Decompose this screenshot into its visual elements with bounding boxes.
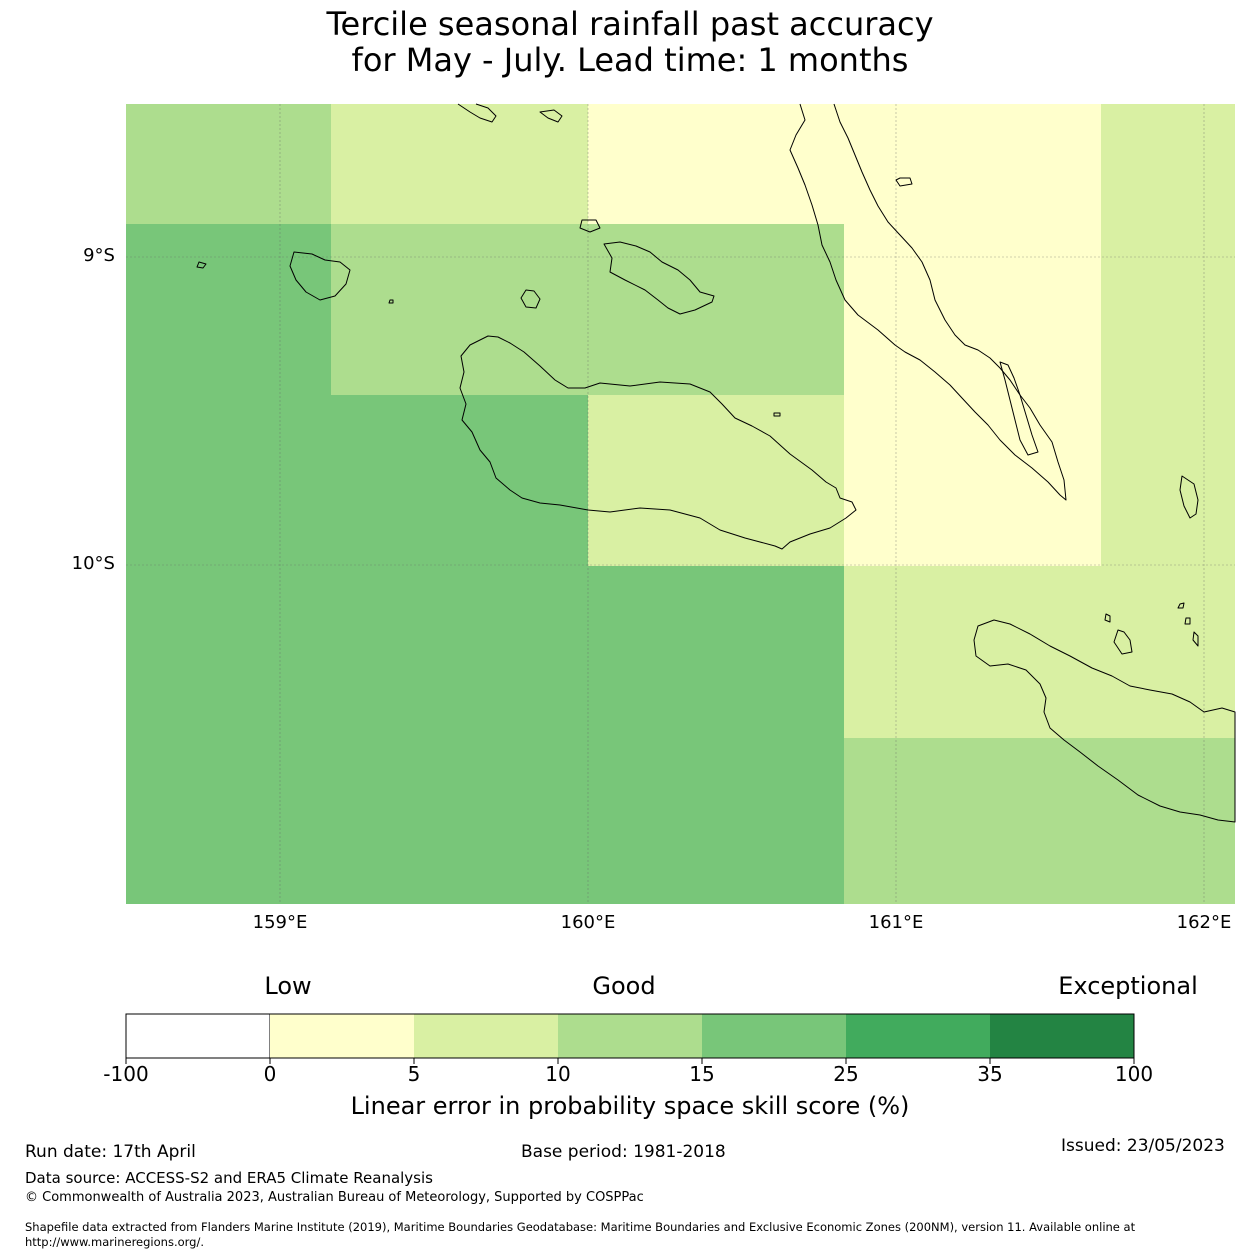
legend-category-low: Low bbox=[264, 972, 312, 1000]
coastline-isabel bbox=[457, 103, 497, 123]
title-line-2: for May - July. Lead time: 1 months bbox=[351, 41, 909, 79]
run-date: Run date: 17th April bbox=[25, 1142, 196, 1162]
shapefile-credit-line-1: Shapefile data extracted from Flanders M… bbox=[25, 1220, 1136, 1234]
coastline-islet bbox=[895, 177, 913, 187]
colorbar-tick-label: 35 bbox=[977, 1062, 1003, 1086]
colorbar-tick-label: 25 bbox=[833, 1062, 859, 1086]
colorbar-label: Linear error in probability space skill … bbox=[350, 1092, 910, 1120]
graticule bbox=[126, 104, 1235, 904]
grid-cell bbox=[126, 738, 844, 904]
colorbar-tick-label: -100 bbox=[103, 1062, 149, 1086]
coastline-ulawa bbox=[1179, 475, 1199, 519]
grid-cell bbox=[1101, 224, 1235, 395]
colorbar-bin bbox=[846, 1014, 990, 1058]
grid-cell bbox=[126, 224, 331, 395]
grid-cell bbox=[1101, 104, 1235, 224]
skill-grid-cells bbox=[126, 104, 1235, 904]
grid-cell bbox=[331, 224, 844, 395]
title-line-1: Tercile seasonal rainfall past accuracy bbox=[326, 5, 934, 43]
coastline-isabel-islets bbox=[539, 109, 563, 123]
colorbar-bin bbox=[270, 1014, 414, 1058]
coastline-makira bbox=[973, 619, 1236, 823]
coastline-islet bbox=[1192, 631, 1199, 647]
coastline-islet bbox=[388, 299, 394, 304]
grid-cell bbox=[588, 104, 1101, 224]
legend-category-good: Good bbox=[592, 972, 656, 1000]
coastline-islet bbox=[196, 261, 207, 269]
coastline-islet bbox=[1104, 613, 1111, 623]
lon-tick-label: 162°E bbox=[1176, 912, 1232, 933]
colorbar-bin bbox=[990, 1014, 1134, 1058]
colorbar-tick-label: 0 bbox=[263, 1062, 277, 1086]
grid-cell bbox=[588, 395, 844, 566]
colorbar-bin bbox=[125, 1013, 271, 1059]
lon-tick-label: 161°E bbox=[868, 912, 924, 933]
coastline-nggela bbox=[603, 241, 715, 315]
colorbar-tick-label: 5 bbox=[407, 1062, 421, 1086]
colorbar-bin bbox=[414, 1014, 558, 1058]
colorbar bbox=[125, 1013, 1135, 1064]
grid-cell bbox=[331, 104, 588, 224]
base-period: Base period: 1981-2018 bbox=[521, 1142, 726, 1162]
colorbar-bin bbox=[702, 1014, 846, 1058]
shapefile-credit-line-2: http://www.marineregions.org/. bbox=[25, 1235, 204, 1249]
colorbar-tick-label: 100 bbox=[1114, 1062, 1154, 1086]
grid-cell bbox=[126, 566, 844, 738]
legend-category-exceptional: Exceptional bbox=[1058, 972, 1198, 1000]
lat-tick-label: 10°S bbox=[71, 553, 115, 574]
coastline-savo bbox=[520, 289, 541, 309]
lon-tick-label: 159°E bbox=[252, 912, 308, 933]
colorbar-tick-label: 10 bbox=[545, 1062, 571, 1086]
coastline-islet bbox=[1184, 617, 1191, 625]
colorbar-bin bbox=[558, 1014, 702, 1058]
coastline-islet bbox=[773, 412, 781, 417]
map-title: Tercile seasonal rainfall past accuracy … bbox=[0, 6, 1260, 78]
grid-cell bbox=[844, 738, 1235, 904]
issued-date: Issued: 23/05/2023 bbox=[1061, 1136, 1225, 1156]
grid-cell bbox=[126, 395, 588, 566]
coastline-malaita bbox=[789, 103, 1067, 501]
colorbar-outline bbox=[125, 1013, 1135, 1059]
coastline-guadalcanal bbox=[459, 335, 857, 550]
lon-tick-label: 160°E bbox=[560, 912, 616, 933]
colorbar-tick-label: 15 bbox=[689, 1062, 715, 1086]
coastline-islet bbox=[1177, 602, 1185, 609]
grid-cell bbox=[844, 566, 1235, 738]
coastline-islet bbox=[1113, 629, 1133, 655]
coastline-islet bbox=[579, 219, 601, 233]
coastline-russell bbox=[289, 251, 351, 301]
copyright: © Commonwealth of Australia 2023, Austra… bbox=[25, 1190, 644, 1205]
grid-cell bbox=[1101, 395, 1235, 566]
grid-cell bbox=[844, 224, 1101, 395]
coastline-small-malaita bbox=[999, 361, 1039, 456]
lat-tick-label: 9°S bbox=[83, 245, 115, 266]
data-source: Data source: ACCESS-S2 and ERA5 Climate … bbox=[25, 1169, 433, 1187]
grid-cell bbox=[844, 395, 1101, 566]
grid-cell bbox=[126, 104, 331, 224]
coastlines bbox=[196, 103, 1236, 823]
